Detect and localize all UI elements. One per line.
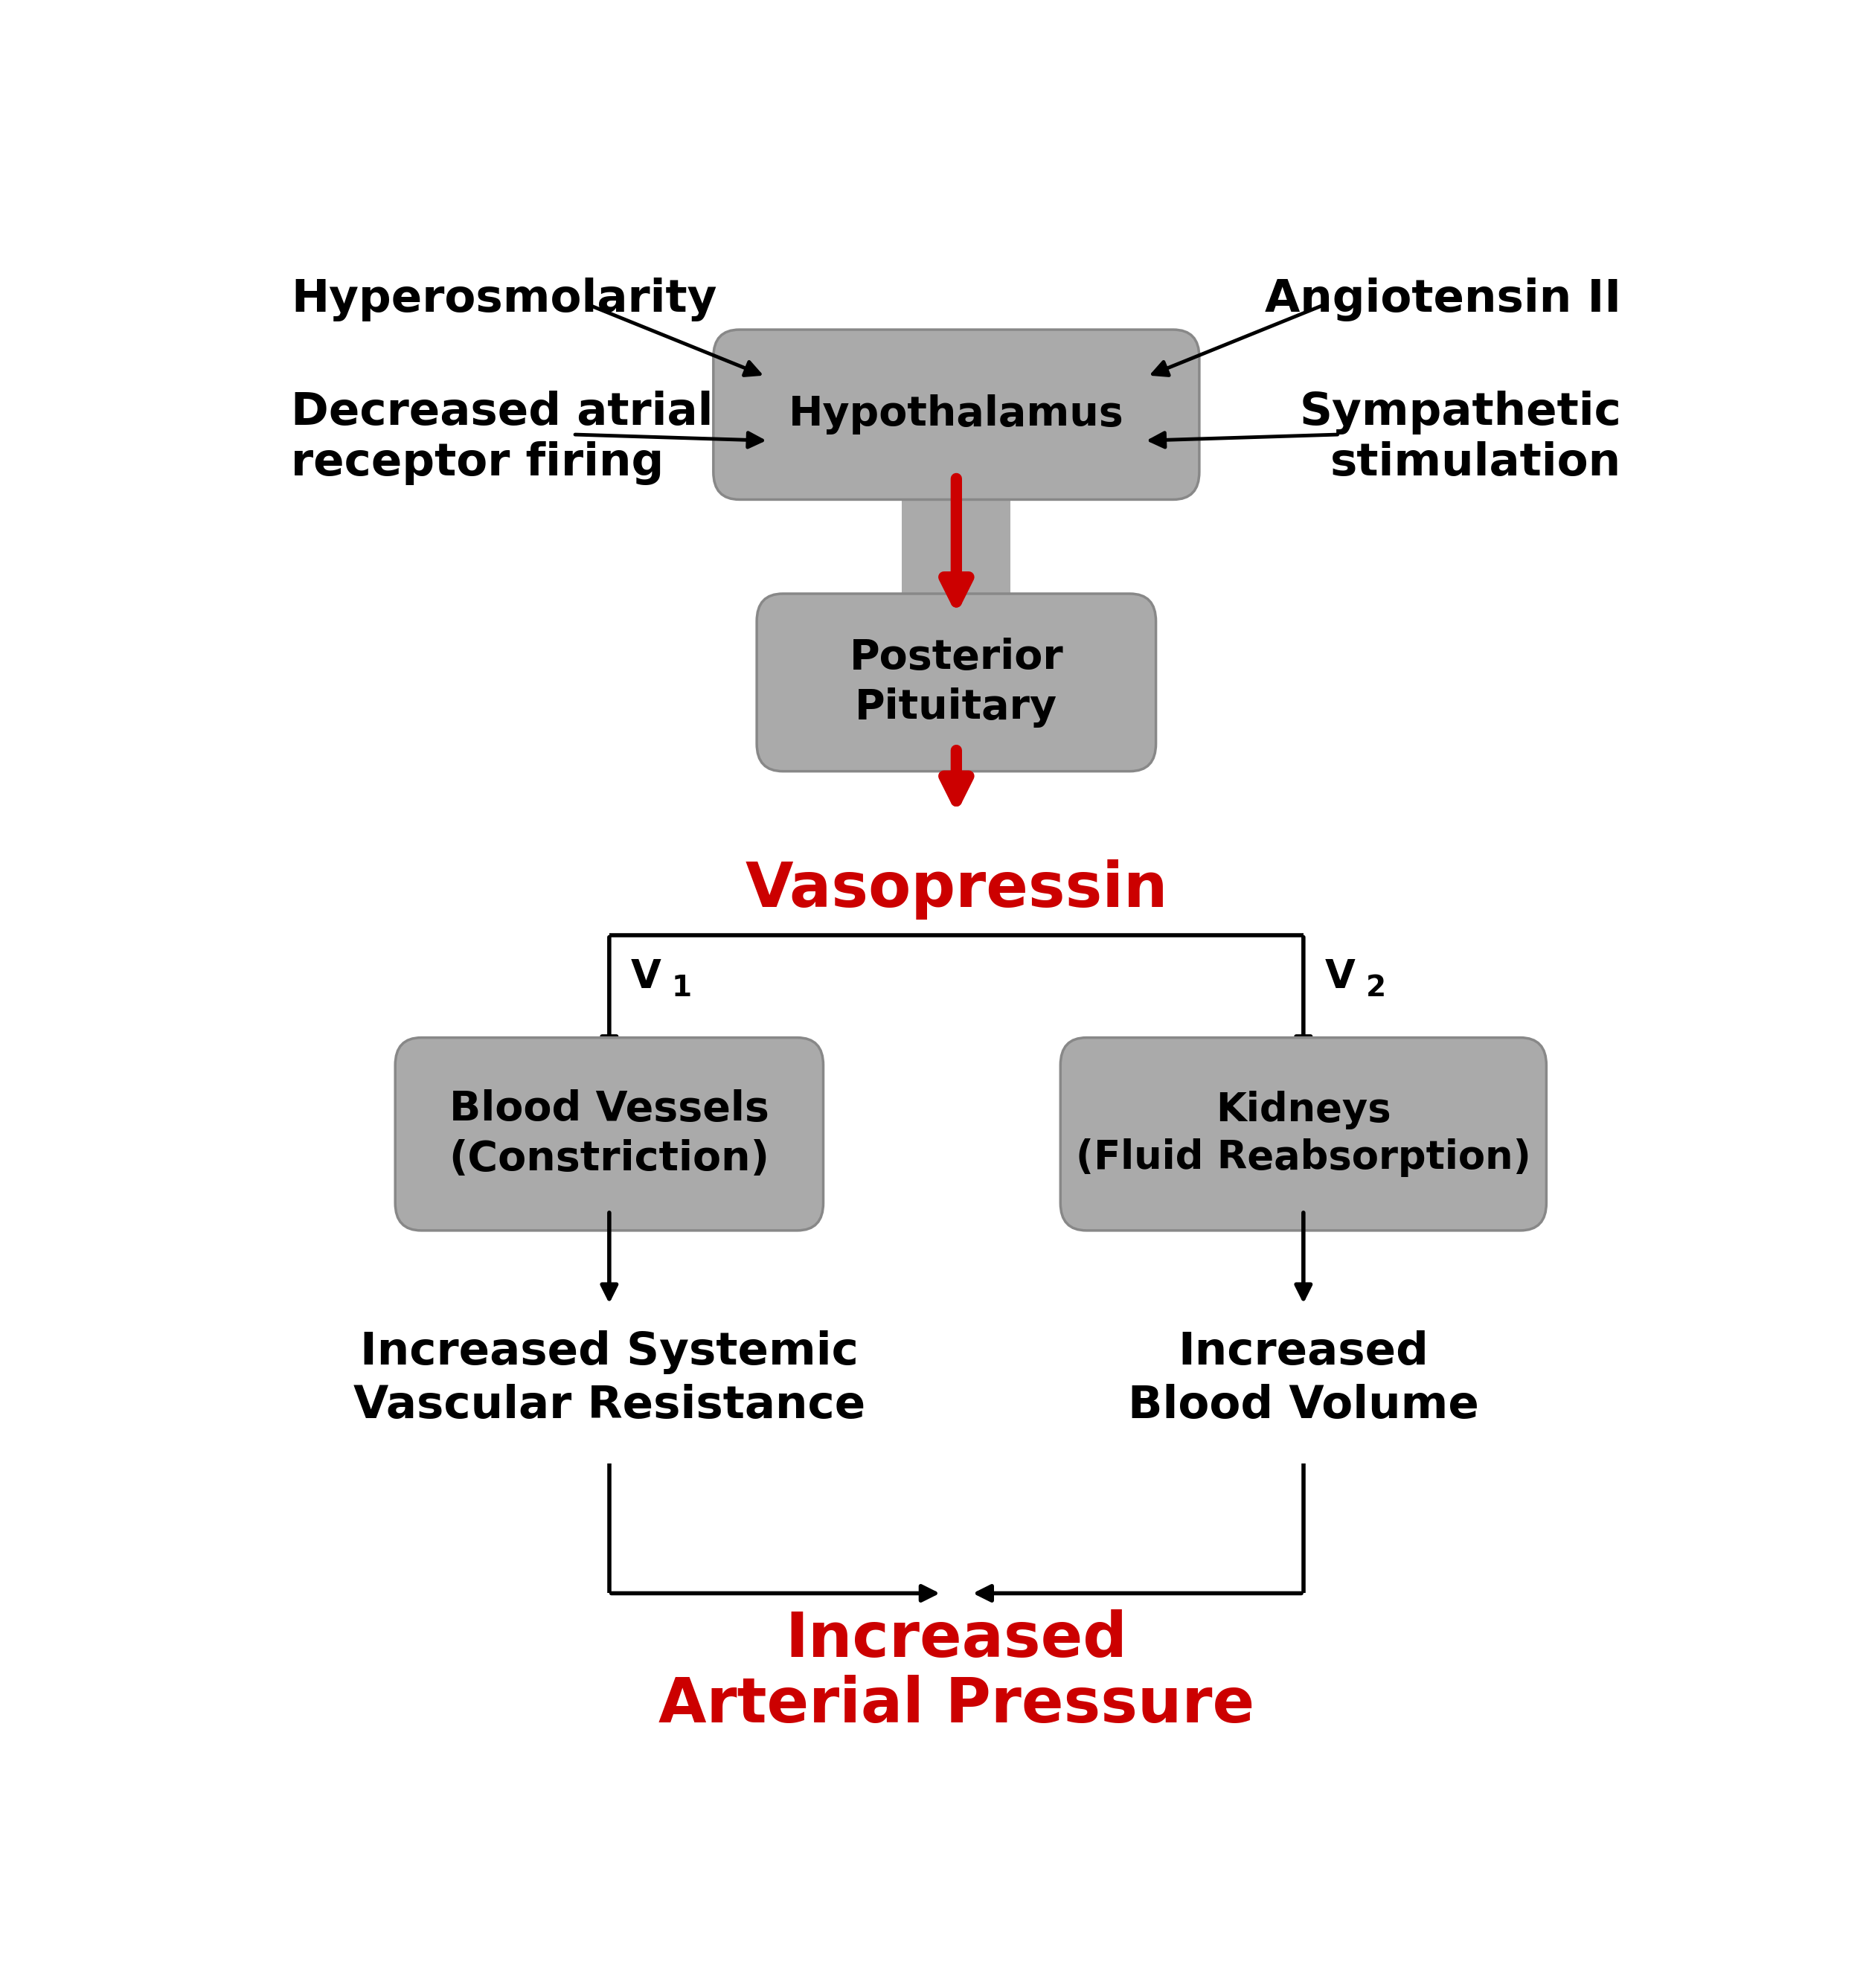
Text: Increased
Blood Volume: Increased Blood Volume [1127,1330,1480,1427]
Text: Angiotensin II: Angiotensin II [1265,278,1622,322]
FancyBboxPatch shape [758,594,1155,771]
Text: 1: 1 [672,974,692,1002]
FancyBboxPatch shape [1060,1038,1547,1231]
Text: Increased: Increased [786,1608,1127,1670]
Text: Increased Systemic
Vascular Resistance: Increased Systemic Vascular Resistance [353,1330,866,1427]
FancyBboxPatch shape [396,1038,823,1231]
Text: Arterial Pressure: Arterial Pressure [659,1676,1254,1736]
Text: Posterior
Pituitary: Posterior Pituitary [849,638,1064,728]
Text: Vasopressin: Vasopressin [745,859,1168,918]
Text: Kidneys
(Fluid Reabsorption): Kidneys (Fluid Reabsorption) [1077,1091,1530,1177]
Text: V: V [1325,958,1355,996]
Text: Decreased atrial
receptor firing: Decreased atrial receptor firing [291,390,713,485]
Text: Blood Vessels
(Constriction): Blood Vessels (Constriction) [450,1089,769,1179]
Text: Hypothalamus: Hypothalamus [789,394,1123,435]
FancyBboxPatch shape [713,330,1200,499]
Text: V: V [631,958,661,996]
Text: Sympathetic
stimulation: Sympathetic stimulation [1299,390,1622,485]
Text: 2: 2 [1366,974,1386,1002]
Text: Hyperosmolarity: Hyperosmolarity [291,278,717,322]
FancyBboxPatch shape [901,473,1011,628]
